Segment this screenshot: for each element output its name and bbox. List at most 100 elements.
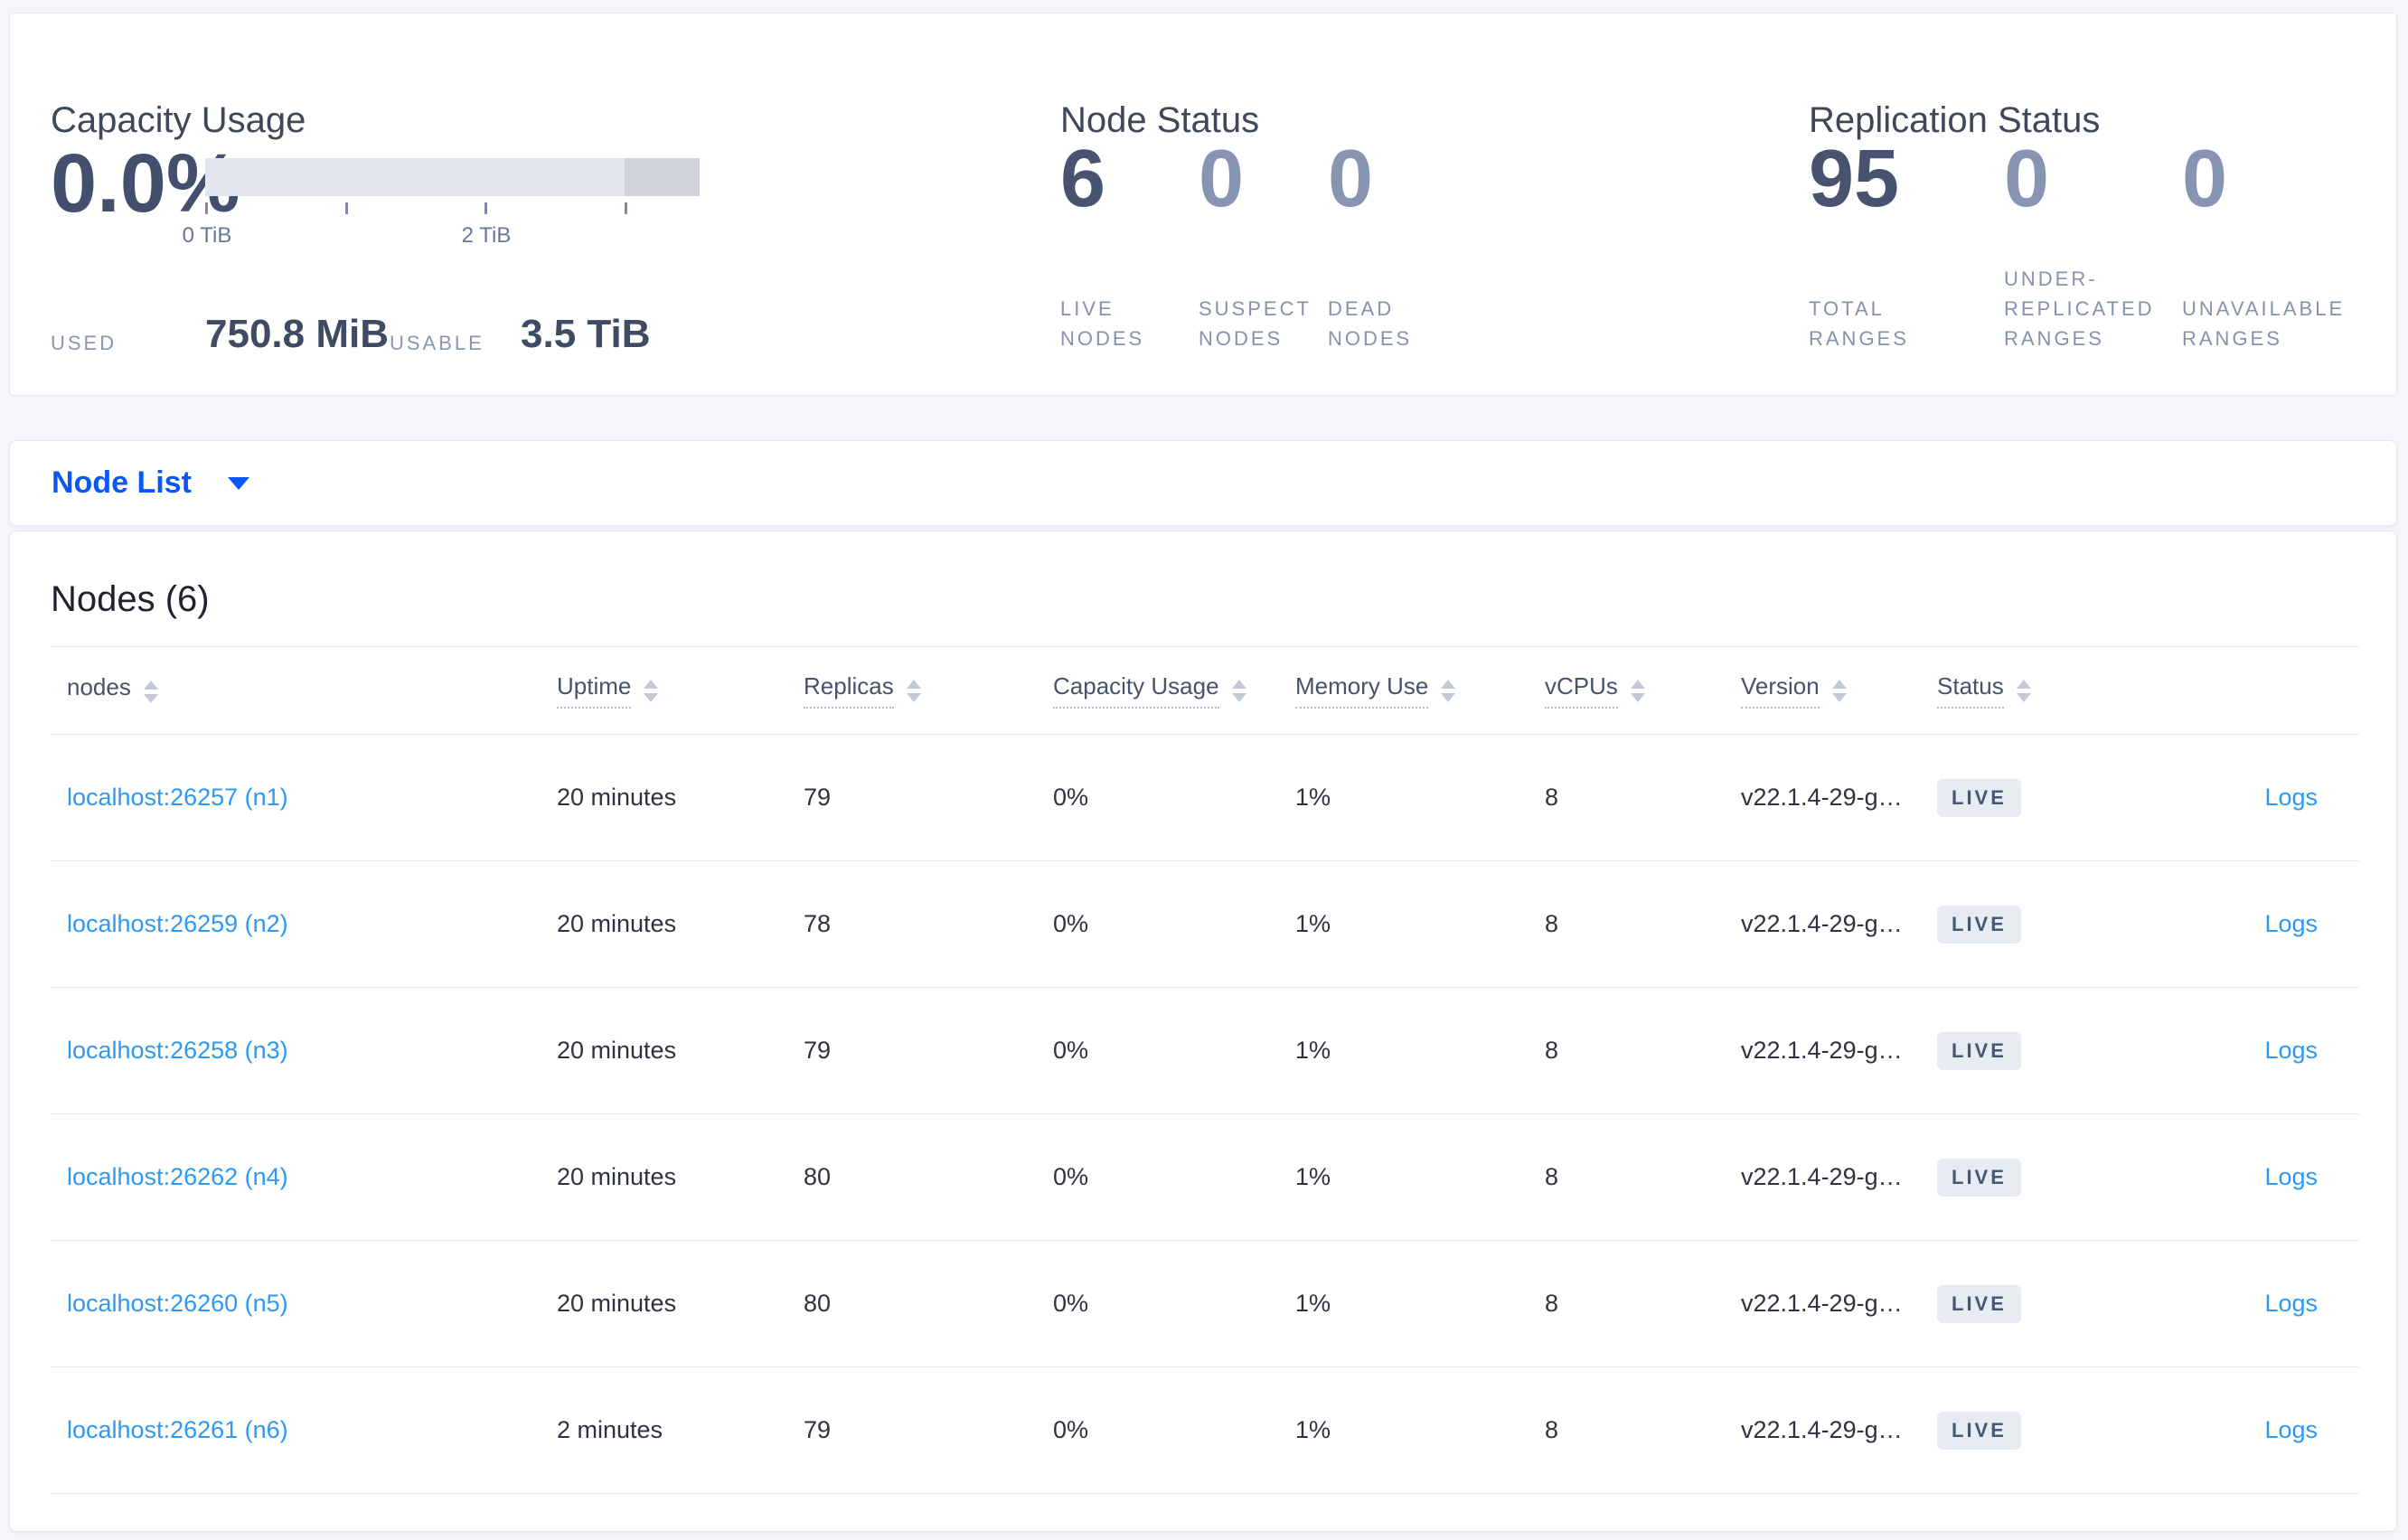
logs-link[interactable]: Logs bbox=[2264, 1290, 2318, 1317]
node-link[interactable]: localhost:26259 (n2) bbox=[67, 910, 288, 937]
column-header-replicas[interactable]: Replicas bbox=[804, 672, 1053, 709]
capacity-axis-tick bbox=[625, 202, 627, 214]
memory-cell: 1% bbox=[1295, 784, 1331, 811]
capacity-axis-tick bbox=[484, 202, 487, 214]
vcpus-cell: 8 bbox=[1545, 1290, 1559, 1317]
table-row: localhost:26260 (n5) 20 minutes 80 0% 1%… bbox=[51, 1241, 2359, 1367]
logs-link[interactable]: Logs bbox=[2264, 784, 2318, 811]
status-badge: LIVE bbox=[1937, 1031, 2021, 1070]
memory-cell: 1% bbox=[1295, 1037, 1331, 1064]
capacity-used-label: USED bbox=[51, 332, 118, 354]
version-cell: v22.1.4-29-g… bbox=[1741, 784, 1903, 811]
dead-nodes-label: DEAD NODES bbox=[1328, 297, 1413, 350]
nodes-table-title: Nodes (6) bbox=[51, 579, 210, 619]
memory-cell: 1% bbox=[1295, 1416, 1331, 1443]
logs-link[interactable]: Logs bbox=[2264, 1037, 2318, 1064]
node-link[interactable]: localhost:26257 (n1) bbox=[67, 784, 288, 811]
version-cell: v22.1.4-29-g… bbox=[1741, 1290, 1903, 1317]
capacity-cell: 0% bbox=[1053, 1416, 1089, 1443]
capacity-axis-tick bbox=[345, 202, 348, 214]
replicas-cell: 80 bbox=[804, 1290, 832, 1317]
capacity-usage-title: Capacity Usage bbox=[51, 100, 306, 140]
suspect-nodes-label: SUSPECT NODES bbox=[1199, 297, 1312, 350]
node-status-title: Node Status bbox=[1060, 100, 1260, 140]
node-link[interactable]: localhost:26261 (n6) bbox=[67, 1416, 288, 1443]
vcpus-cell: 8 bbox=[1545, 1163, 1559, 1190]
status-badge: LIVE bbox=[1937, 778, 2021, 817]
status-badge: LIVE bbox=[1937, 1411, 2021, 1450]
total-ranges-label: TOTAL RANGES bbox=[1809, 297, 1909, 350]
capacity-cell: 0% bbox=[1053, 1037, 1089, 1064]
total-ranges-count: 95 bbox=[1809, 134, 1900, 224]
sort-icon bbox=[1441, 680, 1456, 702]
chevron-down-icon bbox=[227, 476, 249, 490]
node-link[interactable]: localhost:26258 (n3) bbox=[67, 1037, 288, 1064]
column-header-version[interactable]: Version bbox=[1741, 672, 1937, 709]
cluster-summary-panel: Capacity Usage 0.0% 0 TiB 2 TiB USED 750… bbox=[9, 13, 2397, 396]
capacity-usage-bar bbox=[205, 158, 700, 196]
capacity-axis-label-0: 0 TiB bbox=[182, 223, 232, 248]
status-badge: LIVE bbox=[1937, 905, 2021, 944]
table-row: localhost:26258 (n3) 20 minutes 79 0% 1%… bbox=[51, 988, 2359, 1114]
status-badge: LIVE bbox=[1937, 1158, 2021, 1197]
live-nodes-count: 6 bbox=[1060, 134, 1106, 224]
logs-link[interactable]: Logs bbox=[2264, 1163, 2318, 1190]
unavailable-ranges-label: UNAVAILABLE RANGES bbox=[2182, 297, 2346, 350]
replicas-cell: 78 bbox=[804, 910, 832, 937]
sort-icon bbox=[2016, 680, 2031, 702]
table-row: localhost:26261 (n6) 2 minutes 79 0% 1% … bbox=[51, 1367, 2359, 1494]
under-replicated-ranges-label: UNDER-REPLICATED RANGES bbox=[2004, 268, 2155, 350]
node-list-dropdown-label[interactable]: Node List bbox=[52, 465, 192, 500]
column-header-status[interactable]: Status bbox=[1937, 672, 2163, 709]
column-header-memory-use[interactable]: Memory Use bbox=[1295, 672, 1545, 709]
node-link[interactable]: localhost:26260 (n5) bbox=[67, 1290, 288, 1317]
vcpus-cell: 8 bbox=[1545, 1037, 1559, 1064]
column-header-uptime[interactable]: Uptime bbox=[557, 672, 804, 709]
table-row: localhost:26259 (n2) 20 minutes 78 0% 1%… bbox=[51, 861, 2359, 988]
sort-icon bbox=[906, 680, 921, 702]
replication-status-title: Replication Status bbox=[1809, 100, 2101, 140]
status-badge: LIVE bbox=[1937, 1284, 2021, 1323]
sort-icon bbox=[143, 681, 158, 703]
capacity-bar-reserved-segment bbox=[625, 158, 700, 196]
sort-icon bbox=[1831, 680, 1847, 702]
vcpus-cell: 8 bbox=[1545, 784, 1559, 811]
sort-icon bbox=[1630, 680, 1645, 702]
uptime-cell: 2 minutes bbox=[557, 1416, 663, 1443]
logs-link[interactable]: Logs bbox=[2264, 910, 2318, 937]
capacity-cell: 0% bbox=[1053, 910, 1089, 937]
version-cell: v22.1.4-29-g… bbox=[1741, 1416, 1903, 1443]
replicas-cell: 79 bbox=[804, 1416, 832, 1443]
replicas-cell: 80 bbox=[804, 1163, 832, 1190]
capacity-axis-tick bbox=[205, 202, 208, 214]
capacity-usable-value: 3.5 TiB bbox=[521, 312, 651, 356]
nodes-table-panel: Nodes (6) nodes Uptime Replicas Capacity… bbox=[9, 531, 2397, 1532]
table-row: localhost:26262 (n4) 20 minutes 80 0% 1%… bbox=[51, 1114, 2359, 1241]
under-replicated-ranges-count: 0 bbox=[2004, 134, 2050, 224]
nodes-table-header-row: nodes Uptime Replicas Capacity Usage Mem… bbox=[51, 647, 2359, 735]
capacity-used-value: 750.8 MiB bbox=[205, 312, 389, 356]
sort-icon bbox=[1231, 680, 1246, 702]
uptime-cell: 20 minutes bbox=[557, 1037, 677, 1064]
logs-link[interactable]: Logs bbox=[2264, 1416, 2318, 1443]
sort-icon bbox=[644, 680, 659, 702]
uptime-cell: 20 minutes bbox=[557, 1163, 677, 1190]
capacity-cell: 0% bbox=[1053, 1290, 1089, 1317]
column-header-capacity-usage[interactable]: Capacity Usage bbox=[1053, 672, 1295, 709]
dead-nodes-count: 0 bbox=[1328, 134, 1374, 224]
live-nodes-label: LIVE NODES bbox=[1060, 297, 1145, 350]
capacity-usable-label: USABLE bbox=[390, 332, 484, 354]
node-list-dropdown[interactable]: Node List bbox=[10, 441, 2396, 525]
capacity-cell: 0% bbox=[1053, 1163, 1089, 1190]
uptime-cell: 20 minutes bbox=[557, 1290, 677, 1317]
uptime-cell: 20 minutes bbox=[557, 784, 677, 811]
vcpus-cell: 8 bbox=[1545, 910, 1559, 937]
column-header-nodes[interactable]: nodes bbox=[67, 673, 557, 708]
memory-cell: 1% bbox=[1295, 910, 1331, 937]
node-link[interactable]: localhost:26262 (n4) bbox=[67, 1163, 288, 1190]
view-selector-panel: Node List bbox=[9, 440, 2397, 526]
divider bbox=[51, 646, 2359, 647]
uptime-cell: 20 minutes bbox=[557, 910, 677, 937]
column-header-vcpus[interactable]: vCPUs bbox=[1545, 672, 1741, 709]
